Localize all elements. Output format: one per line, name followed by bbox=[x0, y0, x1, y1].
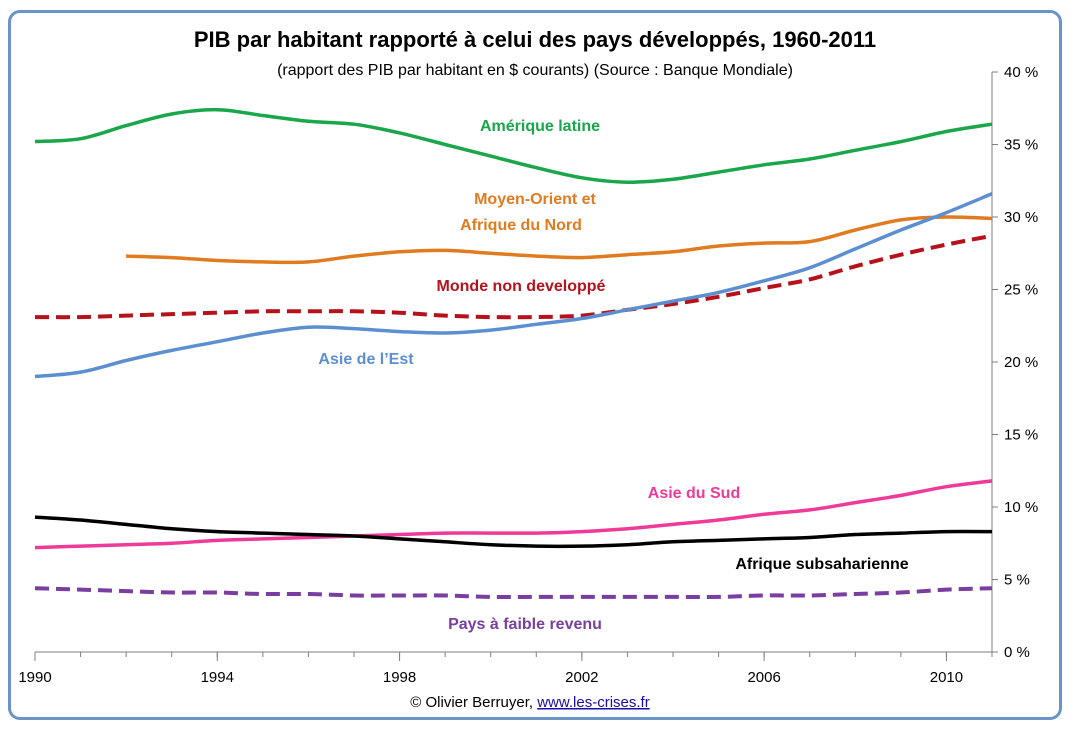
series-line-3 bbox=[34, 192, 993, 379]
x-tick-label: 1994 bbox=[201, 669, 234, 686]
x-tick-label: 1998 bbox=[383, 669, 416, 686]
y-tick-label: 25 % bbox=[1004, 282, 1038, 299]
series-label-asie-du-sud: Asie du Sud bbox=[648, 485, 740, 502]
credit-text: © Olivier Berruyer, www.les-crises.fr bbox=[410, 694, 649, 711]
series-label-amerique-latine: Amérique latine bbox=[480, 118, 600, 135]
credit-link[interactable]: www.les-crises.fr bbox=[536, 694, 650, 711]
y-tick-label: 30 % bbox=[1004, 209, 1038, 226]
credit-prefix: © Olivier Berruyer, bbox=[410, 694, 537, 711]
series-line-0 bbox=[34, 107, 993, 184]
series-label-pays-a-faible-revenu: Pays à faible revenu bbox=[448, 616, 602, 633]
series-line-5 bbox=[34, 515, 993, 549]
y-tick-label: 5 % bbox=[1004, 572, 1030, 589]
y-tick-label: 0 % bbox=[1004, 644, 1030, 661]
series-label-moyen-orient: Moyen-Orient et bbox=[474, 191, 596, 208]
axes: 1990 1994 1998 2002 2006 2010 0 % 5 % 10 % 15 % 20… bbox=[18, 64, 1038, 686]
series-labels: Amérique latine Moyen-Orient et Afrique … bbox=[318, 118, 908, 633]
y-tick-label: 10 % bbox=[1004, 499, 1038, 516]
series-layer bbox=[34, 107, 993, 599]
x-tick-label: 2002 bbox=[565, 669, 598, 686]
x-tick-label: 2010 bbox=[930, 669, 963, 686]
series-line-1 bbox=[126, 215, 993, 265]
chart-subtitle: (rapport des PIB par habitant en $ coura… bbox=[277, 62, 793, 79]
y-tick-label: 20 % bbox=[1004, 354, 1038, 371]
series-line-4 bbox=[34, 479, 993, 550]
series-label-afrique-subsaharienne: Afrique subsaharienne bbox=[735, 556, 908, 573]
series-line-2 bbox=[34, 233, 993, 320]
series-label-afrique-du-nord: Afrique du Nord bbox=[460, 217, 582, 234]
series-label-asie-de-l-est: Asie de l’Est bbox=[318, 351, 414, 368]
y-tick-label: 15 % bbox=[1004, 427, 1038, 444]
y-tick-label: 35 % bbox=[1004, 137, 1038, 154]
x-tick-label: 2006 bbox=[747, 669, 780, 686]
chart-title: PIB par habitant rapporté à celui des pa… bbox=[194, 27, 876, 52]
series-line-6 bbox=[34, 586, 993, 599]
series-label-monde-non-developpe: Monde non developpé bbox=[437, 278, 606, 295]
x-tick-label: 1990 bbox=[18, 669, 51, 686]
chart-frame bbox=[8, 10, 1062, 720]
y-tick-label: 40 % bbox=[1004, 64, 1038, 81]
